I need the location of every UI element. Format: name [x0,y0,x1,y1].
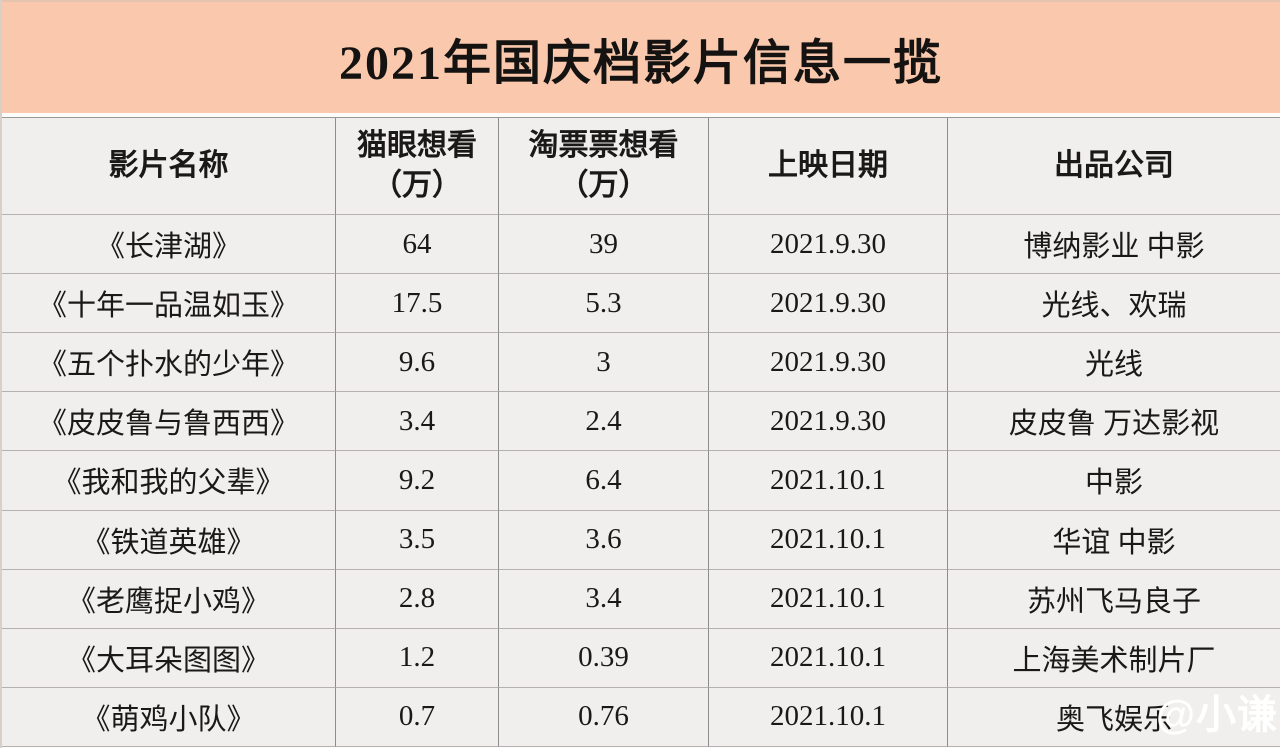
table-cell: 2021.10.1 [709,687,948,747]
table-cell: 3.6 [499,510,709,570]
table-cell: 《长津湖》 [2,215,336,275]
movie-table: 影片名称 猫眼想看 （万） 淘票票想看 （万） 上映日期 出品公司 《长津湖》 6… [2,117,1280,747]
column-header-movie-title: 影片名称 [2,118,336,215]
table-cell: 苏州飞马良子 [948,569,1280,629]
table-cell: 2021.10.1 [709,628,948,688]
table-cell: 2021.10.1 [709,510,948,570]
column-header-maoyan-wish: 猫眼想看 （万） [336,118,499,215]
table-cell: 光线、欢瑞 [948,274,1280,334]
table-cell: 0.7 [336,687,499,747]
title-table-divider [2,113,1280,117]
title-banner: 2021年国庆档影片信息一揽 [2,0,1280,113]
table-cell: 9.2 [336,451,499,511]
table-cell: 2021.9.30 [709,274,948,334]
column-header-production-company: 出品公司 [948,118,1280,215]
table-cell: 17.5 [336,274,499,334]
table-cell: 中影 [948,451,1280,511]
column-header-unit: （万） [558,169,649,202]
table-cell: 2021.9.30 [709,333,948,393]
table-cell: 0.39 [499,628,709,688]
table-cell: 《我和我的父辈》 [2,451,336,511]
column-header-taopiaopiao-wish: 淘票票想看 （万） [499,118,709,215]
table-cell: 5.3 [499,274,709,334]
page-title: 2021年国庆档影片信息一揽 [338,36,943,90]
column-header-label: 上映日期 [768,148,888,182]
table-cell: 39 [499,215,709,275]
table-cell: 《铁道英雄》 [2,510,336,570]
column-header-unit: （万） [372,169,462,202]
table-cell: 《五个扑水的少年》 [2,333,336,393]
table-cell: 3.4 [336,392,499,452]
table-cell: 2021.9.30 [709,392,948,452]
table-cell: 皮皮鲁 万达影视 [948,392,1280,452]
column-header-label: 出品公司 [1054,148,1174,182]
table-cell: 3.4 [499,569,709,629]
table-cell: 光线 [948,333,1280,393]
table-cell: 2021.10.1 [709,451,948,511]
table-cell: 6.4 [499,451,709,511]
column-header-release-date: 上映日期 [709,118,948,215]
table-cell: 博纳影业 中影 [948,215,1280,275]
table-cell: 3 [499,333,709,393]
table-cell: 《大耳朵图图》 [2,628,336,688]
table-cell: 2.4 [499,392,709,452]
table-cell: 9.6 [336,333,499,393]
table-cell: 2021.9.30 [709,215,948,275]
table-cell: 《皮皮鲁与鲁西西》 [2,392,336,452]
table-cell: 2021.10.1 [709,569,948,629]
table-cell: 上海美术制片厂 [948,628,1280,688]
table-cell: 3.5 [336,510,499,570]
table-cell: 《萌鸡小队》 [2,687,336,747]
column-header-label: 猫眼想看 [357,128,477,162]
column-header-label: 淘票票想看 [528,128,679,162]
table-cell: 《老鹰捉小鸡》 [2,569,336,629]
table-cell: 0.76 [499,687,709,747]
table-cell: 64 [336,215,499,275]
table-cell: 华谊 中影 [948,510,1280,570]
column-header-label: 影片名称 [108,148,229,182]
table-cell: 2.8 [336,569,499,629]
table-cell: 《十年一品温如玉》 [2,274,336,334]
table-cell: 奥飞娱乐 [948,687,1280,747]
table-cell: 1.2 [336,628,499,688]
